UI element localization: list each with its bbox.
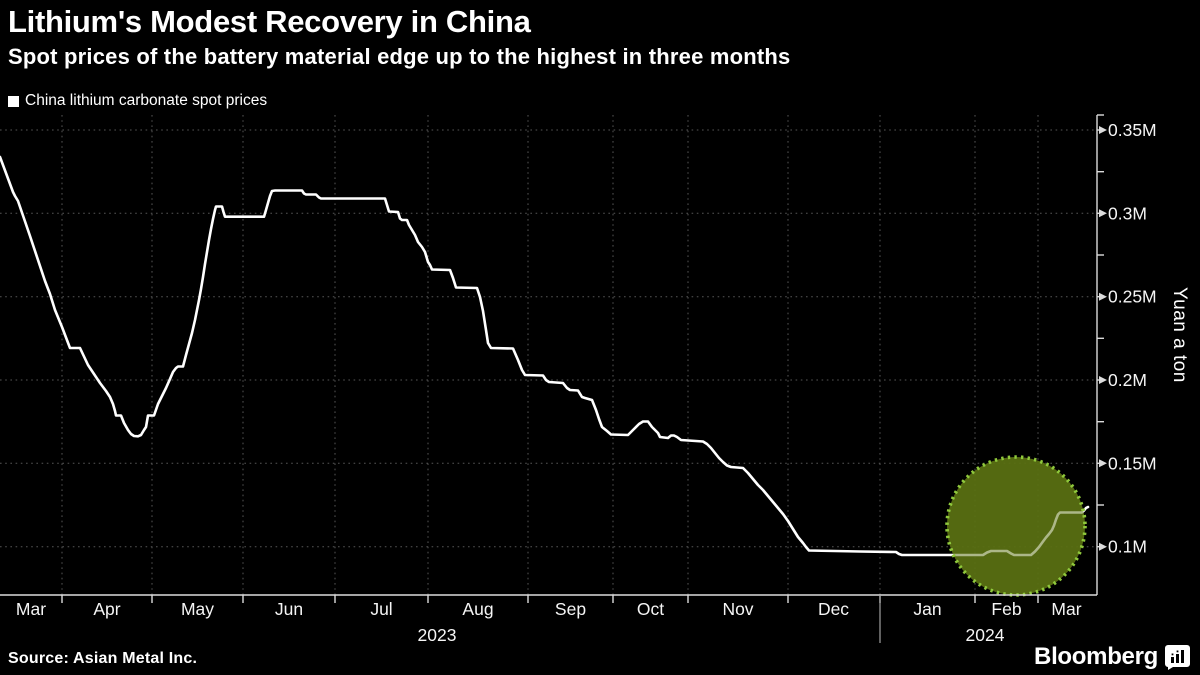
y-axis-tick-arrow-icon	[1099, 209, 1107, 218]
y-axis-tick-label: 0.1M	[1108, 537, 1147, 557]
x-axis-month-label: Jun	[275, 599, 303, 619]
x-axis-month-label: Sep	[555, 599, 586, 619]
y-axis-tick-label: 0.3M	[1108, 203, 1147, 223]
source-credit: Source: Asian Metal Inc.	[8, 650, 198, 667]
y-axis-tick-arrow-icon	[1099, 376, 1107, 384]
axis-labels-layer: Mar Apr May Jun Jul Aug Sep Oct Nov Dec Jan Feb Mar 2…	[16, 120, 1157, 645]
bloomberg-chart-bubble-icon	[1165, 644, 1190, 670]
x-axis-month-label: Feb	[991, 599, 1021, 619]
x-axis-month-label: Apr	[93, 599, 120, 619]
y-axis-tick-arrow-icon	[1099, 542, 1107, 551]
x-axis-month-label: Mar	[1051, 599, 1081, 619]
legend-swatch-icon	[8, 95, 19, 107]
chart-subtitle: Spot prices of the battery material edge…	[8, 44, 791, 69]
bloomberg-wordmark: Bloomberg	[1034, 643, 1158, 670]
axes-layer	[0, 114, 1107, 643]
x-axis-year-label: 2024	[966, 625, 1005, 645]
y-axis-title: Yuan a ton	[1169, 287, 1190, 383]
x-axis-month-label: Aug	[462, 599, 493, 619]
x-axis-month-label: Jul	[370, 599, 392, 619]
x-axis-year-label: 2023	[418, 625, 457, 645]
x-axis-month-label: Mar	[16, 599, 46, 619]
x-axis-month-label: Dec	[818, 599, 849, 619]
grid-layer	[0, 115, 1097, 595]
bloomberg-brand: Bloomberg	[1034, 643, 1190, 671]
x-axis-month-label: Oct	[637, 599, 664, 619]
y-axis-tick-label: 0.35M	[1108, 120, 1157, 140]
highlight-circle-dotted-border	[945, 455, 1087, 597]
y-axis-tick-arrow-icon	[1099, 459, 1107, 468]
y-axis-tick-label: 0.15M	[1108, 453, 1157, 473]
y-axis-tick-label: 0.25M	[1108, 287, 1157, 307]
y-axis-tick-label: 0.2M	[1108, 370, 1147, 390]
x-axis-month-label: May	[181, 599, 214, 619]
legend-label: China lithium carbonate spot prices	[25, 92, 268, 109]
x-axis-month-label: Jan	[913, 599, 941, 619]
y-axis-tick-arrow-icon	[1099, 292, 1107, 301]
price-line	[0, 155, 1090, 557]
x-axis-month-label: Nov	[722, 599, 753, 619]
legend: China lithium carbonate spot prices	[8, 92, 267, 110]
y-axis-tick-arrow-icon	[1099, 126, 1107, 134]
page-title: Lithium's Modest Recovery in China	[8, 4, 531, 39]
highlight-circle-veil	[947, 457, 1085, 595]
